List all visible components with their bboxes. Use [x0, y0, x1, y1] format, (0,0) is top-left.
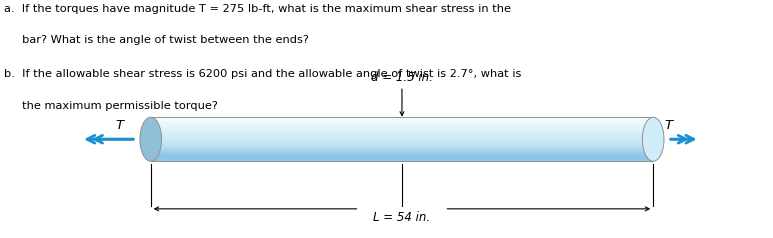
Bar	[151, 132, 653, 134]
Bar	[151, 152, 653, 154]
Ellipse shape	[140, 117, 162, 161]
Bar	[151, 149, 653, 150]
Bar	[151, 143, 653, 145]
Bar	[151, 130, 653, 132]
Bar	[151, 120, 653, 122]
Bar	[151, 148, 653, 149]
Bar	[151, 135, 653, 136]
Bar	[151, 128, 653, 129]
Text: the maximum permissible torque?: the maximum permissible torque?	[4, 101, 218, 111]
Bar	[151, 144, 653, 146]
Bar	[151, 138, 653, 139]
Bar	[151, 137, 653, 138]
Bar	[151, 127, 653, 128]
Ellipse shape	[642, 117, 664, 161]
Bar	[151, 150, 653, 151]
Bar	[151, 119, 653, 120]
Text: T: T	[116, 119, 124, 132]
Bar	[151, 131, 653, 133]
Bar	[151, 155, 653, 157]
Text: T: T	[665, 119, 673, 132]
Text: b.  If the allowable shear stress is 6200 psi and the allowable angle of twist i: b. If the allowable shear stress is 6200…	[4, 69, 521, 79]
Bar	[151, 117, 653, 118]
Text: a.  If the torques have magnitude T = 275 lb-ft, what is the maximum shear stres: a. If the torques have magnitude T = 275…	[4, 4, 511, 14]
Bar	[151, 125, 653, 126]
Text: bar? What is the angle of twist between the ends?: bar? What is the angle of twist between …	[4, 35, 308, 45]
Bar	[151, 146, 653, 147]
Bar	[151, 117, 653, 161]
Bar	[151, 126, 653, 127]
Bar	[151, 139, 653, 140]
Bar	[151, 159, 653, 160]
Bar	[151, 160, 653, 161]
Bar	[151, 151, 653, 153]
Bar	[151, 134, 653, 135]
Bar	[151, 121, 653, 123]
Bar	[151, 136, 653, 137]
Bar	[151, 157, 653, 158]
Bar	[151, 153, 653, 155]
Text: d = 1.5 in.: d = 1.5 in.	[371, 71, 433, 84]
Bar	[151, 141, 653, 143]
Bar	[151, 123, 653, 124]
Bar	[151, 147, 653, 148]
Text: L = 54 in.: L = 54 in.	[373, 211, 431, 224]
Bar	[151, 140, 653, 141]
Bar	[151, 124, 653, 125]
Bar	[151, 142, 653, 144]
Bar	[151, 158, 653, 159]
Bar	[151, 129, 653, 130]
Bar	[151, 154, 653, 156]
Bar	[151, 118, 653, 119]
